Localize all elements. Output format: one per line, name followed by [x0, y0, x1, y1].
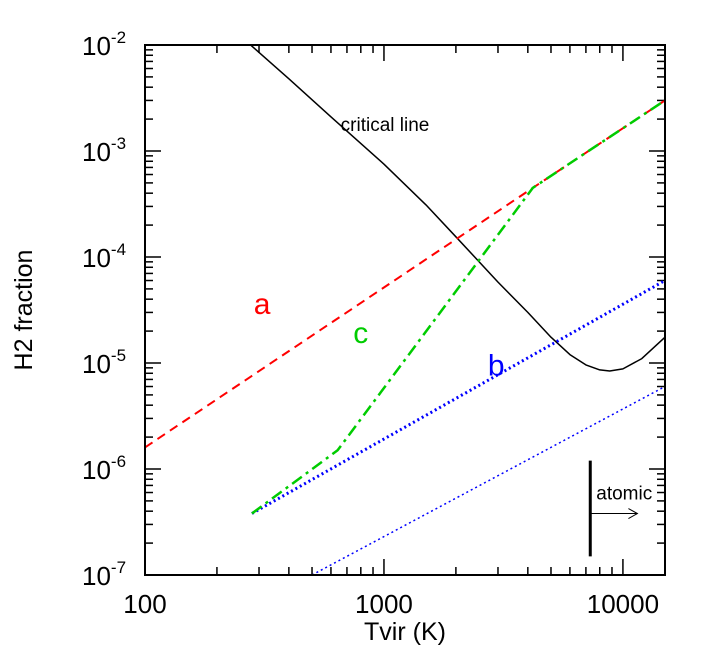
- lines-layer: [145, 45, 665, 575]
- series-label-b: b: [488, 350, 505, 383]
- series-line-b: [251, 279, 665, 515]
- ticks-layer: 100 1000 10000 10-7 10-6 10-5 10-4 10-3 10-2: [82, 28, 665, 619]
- series-label-c: c: [353, 317, 368, 350]
- x-tick-label: 100: [123, 589, 166, 619]
- series-label-a: a: [254, 288, 271, 321]
- x-tick-label: 1000: [355, 589, 413, 619]
- y-axis-label: H2 fraction: [10, 250, 38, 371]
- atomic-arrow-head: [628, 508, 639, 519]
- y-tick-label: 10-5: [82, 346, 126, 379]
- series-line-critical: [249, 45, 665, 372]
- atomic-label: atomic: [596, 484, 652, 505]
- y-tick-label: 10-3: [82, 134, 126, 167]
- y-tick-label: 10-2: [82, 28, 126, 61]
- x-axis-label: Tvir (K): [364, 618, 446, 646]
- y-tick-label: 10-6: [82, 452, 126, 485]
- series-line-a: [145, 99, 665, 449]
- labels-layer: a b c critical line atomic: [254, 115, 652, 557]
- plot-frame: [144, 44, 666, 576]
- y-tick-label: 10-4: [82, 240, 126, 273]
- y-tick-label: 10-7: [82, 558, 126, 591]
- series-line-c: [251, 99, 665, 515]
- series-line-b-thin: [311, 385, 665, 575]
- critical-line-label: critical line: [341, 115, 430, 136]
- x-tick-label: 10000: [587, 589, 659, 619]
